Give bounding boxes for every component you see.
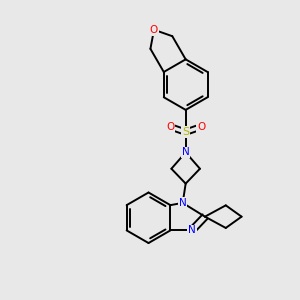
Text: O: O bbox=[197, 122, 205, 132]
Text: S: S bbox=[182, 127, 189, 137]
Text: N: N bbox=[188, 225, 196, 236]
Text: O: O bbox=[150, 25, 158, 35]
Text: N: N bbox=[179, 198, 187, 208]
Text: O: O bbox=[166, 122, 174, 132]
Text: N: N bbox=[182, 147, 190, 158]
